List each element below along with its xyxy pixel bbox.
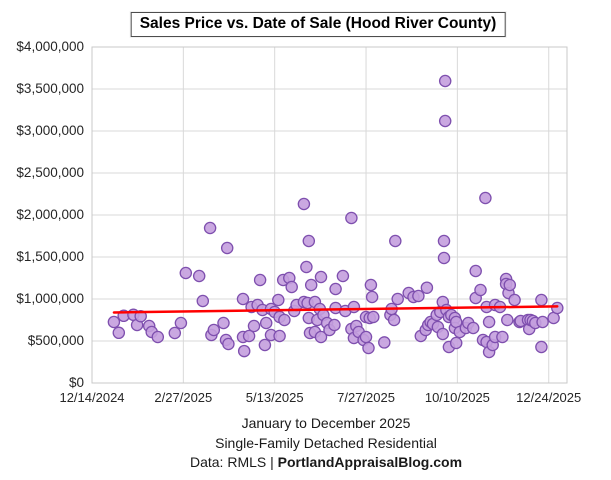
data-point[interactable] [420,281,434,294]
data-point[interactable] [302,234,316,248]
data-point[interactable] [222,337,235,351]
data-point[interactable] [345,211,358,225]
data-point[interactable] [496,330,509,344]
data-point[interactable] [237,344,251,358]
data-point[interactable] [179,266,193,280]
data-point[interactable] [220,241,234,255]
data-point[interactable] [347,300,361,314]
chart-title: Sales Price vs. Date of Sale (Hood River… [130,12,506,37]
data-point[interactable] [242,329,256,343]
footer-date-range: January to December 2025 [241,415,411,431]
data-point[interactable] [236,292,250,306]
data-point[interactable] [168,326,182,340]
data-point[interactable] [192,269,206,283]
data-point[interactable] [362,341,375,355]
y-axis-label: $500,000 [27,333,84,348]
data-point[interactable] [272,293,285,307]
data-point[interactable] [501,313,514,327]
data-point[interactable] [134,309,147,323]
data-point[interactable] [387,313,401,327]
data-point[interactable] [508,293,521,307]
data-point[interactable] [207,323,221,337]
data-point[interactable] [217,316,230,330]
data-point[interactable] [314,270,328,284]
y-axis-label: $3,000,000 [16,123,84,138]
data-point[interactable] [300,260,313,274]
data-point[interactable] [536,315,549,329]
data-point[interactable] [438,114,452,128]
data-point[interactable] [535,340,548,354]
plot-border [91,46,568,384]
data-point[interactable] [391,292,404,306]
data-point[interactable] [314,330,328,344]
x-axis-label: 10/10/2025 [424,390,490,405]
y-axis-label: $1,000,000 [16,291,84,306]
data-point[interactable] [273,329,286,343]
data-point[interactable] [285,280,298,294]
data-point[interactable] [247,319,261,333]
data-point[interactable] [359,330,373,344]
data-point[interactable] [297,197,311,211]
footer-data-prefix: Data: RMLS | [189,454,278,470]
data-point[interactable] [174,316,188,330]
footer-property-type: Single-Family Detached Residential [215,434,437,451]
y-axis-label: $2,000,000 [16,207,84,222]
x-axis-label: 12/24/2025 [516,390,582,405]
data-point[interactable] [278,313,291,327]
y-axis-label: $1,500,000 [16,249,84,264]
data-point[interactable] [436,327,450,341]
data-point[interactable] [328,318,341,332]
data-point[interactable] [437,234,451,248]
chart-footer: January to December 2025 Single-Family D… [41,414,611,473]
data-point[interactable] [503,278,517,292]
y-axis-label: $0 [68,375,84,390]
data-point[interactable] [365,290,379,304]
data-point[interactable] [437,251,451,265]
data-point[interactable] [329,282,342,296]
footer-site-name: PortlandAppraisalBlog.com [277,454,463,470]
data-point[interactable] [551,301,564,315]
data-point[interactable] [469,264,482,278]
data-point[interactable] [449,336,463,350]
data-point[interactable] [258,338,272,352]
data-point[interactable] [112,326,126,340]
y-axis-label: $2,500,000 [16,165,84,180]
footer-data-source: Data: RMLS | PortlandAppraisalBlog.com [41,453,611,473]
x-axis-label: 12/14/2024 [59,390,125,405]
data-point[interactable] [438,74,452,88]
data-point[interactable] [364,278,378,292]
y-axis-label: $4,000,000 [16,39,84,54]
data-point[interactable] [304,278,318,292]
x-axis-label: 5/13/2025 [245,390,304,405]
data-point[interactable] [196,294,210,308]
data-point[interactable] [107,315,121,329]
data-point[interactable] [482,315,496,329]
trendline[interactable] [112,305,559,314]
data-point[interactable] [203,221,217,235]
data-point[interactable] [474,283,487,297]
data-point[interactable] [253,273,267,287]
data-point[interactable] [367,310,380,324]
x-axis-label: 7/27/2025 [337,390,395,405]
x-axis-label: 2/27/2025 [154,390,213,405]
data-point[interactable] [479,191,492,205]
data-point[interactable] [336,269,350,283]
data-point[interactable] [412,289,425,303]
data-point[interactable] [151,330,165,344]
data-point[interactable] [466,321,480,335]
data-point[interactable] [535,293,548,307]
data-point[interactable] [259,316,273,330]
y-axis-label: $3,500,000 [16,81,84,96]
data-point[interactable] [378,336,391,349]
data-point[interactable] [389,234,402,248]
